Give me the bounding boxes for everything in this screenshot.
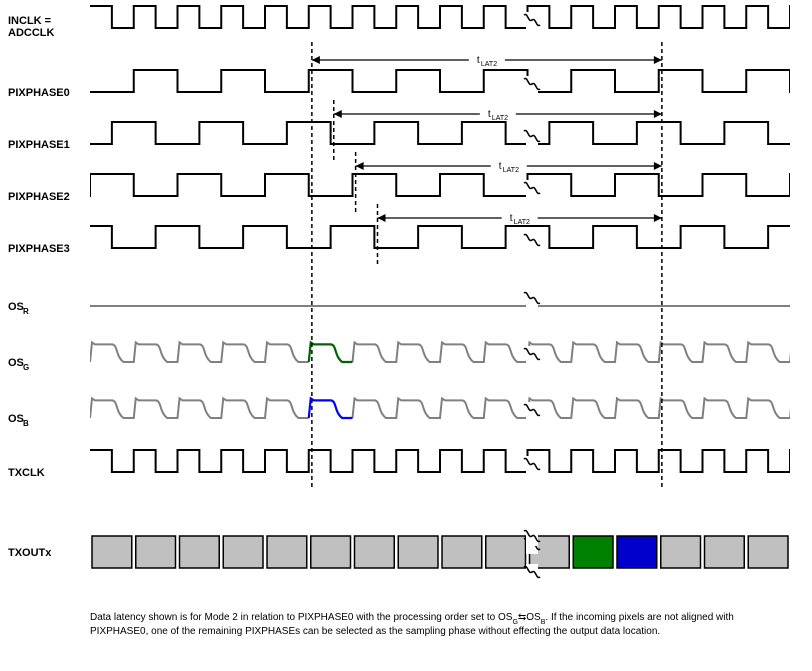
arrowhead-right xyxy=(654,110,662,118)
txout-cell-5 xyxy=(311,536,351,568)
osr-label-sub: R xyxy=(23,307,29,316)
caption-line-2: PIXPHASE0, one of the remaining PIXPHASE… xyxy=(90,626,660,637)
osg-label-sub: G xyxy=(23,363,29,372)
arrowhead-right xyxy=(654,214,662,222)
measure-label-sub: LAT2 xyxy=(514,219,530,226)
pixphase2-label: PIXPHASE2 xyxy=(8,191,70,203)
txclk-wave xyxy=(90,450,812,472)
measure-label: t xyxy=(499,161,502,172)
osg-wave-highlight xyxy=(309,342,353,362)
arrowhead-left xyxy=(378,214,386,222)
txout-cell-11 xyxy=(573,536,613,568)
osb-wave-highlight xyxy=(309,398,353,418)
pixphase1-label: PIXPHASE1 xyxy=(8,139,70,151)
txout-cell-1 xyxy=(136,536,176,568)
arrowhead-left xyxy=(334,110,342,118)
arrowhead-right xyxy=(654,162,662,170)
txout-cell-0 xyxy=(92,536,132,568)
txclk-label: TXCLK xyxy=(8,467,45,479)
txout-cell-8 xyxy=(442,536,482,568)
txout-cell-12 xyxy=(617,536,657,568)
pixphase2-wave xyxy=(46,174,812,196)
osr-label: OS xyxy=(8,301,24,313)
pixphase0-label: PIXPHASE0 xyxy=(8,87,70,99)
osb-label: OS xyxy=(8,413,24,425)
arrowhead-right xyxy=(654,56,662,64)
pixphase3-wave xyxy=(24,226,812,248)
measure-label: t xyxy=(488,109,491,120)
txout-cell-3 xyxy=(223,536,263,568)
pixphase3-label: PIXPHASE3 xyxy=(8,243,70,255)
inclk-label2: ADCCLK xyxy=(8,27,54,39)
arrowhead-left xyxy=(356,162,364,170)
arrowhead-left xyxy=(312,56,320,64)
txout-cell-14 xyxy=(705,536,745,568)
txout-cell-4 xyxy=(267,536,307,568)
inclk-label: INCLK = xyxy=(8,15,51,27)
measure-label-sub: LAT2 xyxy=(492,115,508,122)
txout-cell-7 xyxy=(398,536,438,568)
txout-label: TXOUTx xyxy=(8,547,52,559)
inclk-wave xyxy=(90,6,812,28)
osg-label: OS xyxy=(8,357,24,369)
pixphase1-wave xyxy=(68,122,812,144)
txout-cell-13 xyxy=(661,536,701,568)
txout-cell-9 xyxy=(486,536,526,568)
caption-line-1: Data latency shown is for Mode 2 in rela… xyxy=(90,612,734,626)
osb-label-sub: B xyxy=(23,419,29,428)
measure-label: t xyxy=(510,213,513,224)
osb-wave xyxy=(90,398,812,418)
txout-cell-15 xyxy=(748,536,788,568)
txout-cell-6 xyxy=(355,536,395,568)
measure-label: t xyxy=(477,55,480,66)
measure-label-sub: LAT2 xyxy=(503,167,519,174)
pixphase0-wave xyxy=(90,70,812,92)
timing-diagram: INCLK =ADCCLK PIXPHASE0 PIXPHASE1 PIXPHASE2… xyxy=(0,0,812,671)
osg-wave xyxy=(90,342,812,362)
measure-label-sub: LAT2 xyxy=(481,61,497,68)
txout-cell-2 xyxy=(180,536,220,568)
